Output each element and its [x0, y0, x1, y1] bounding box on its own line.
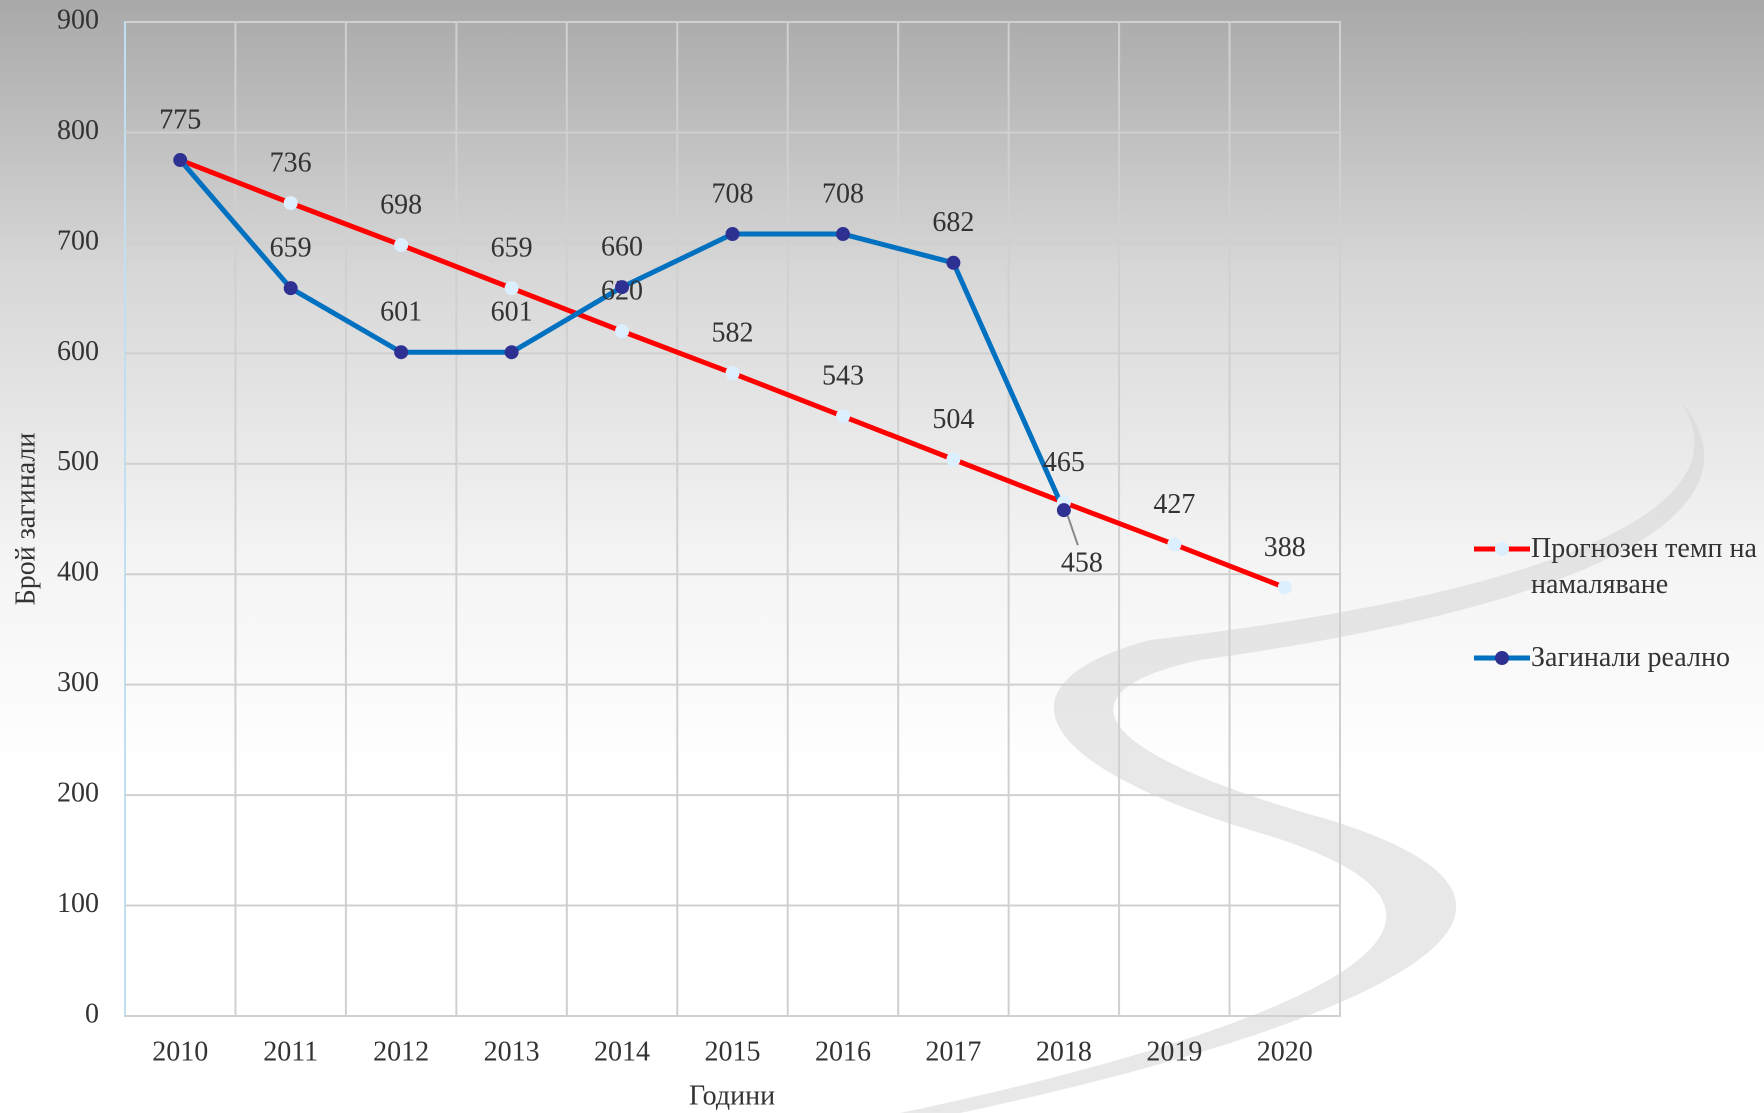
x-axis-title: Години: [689, 1080, 775, 1111]
data-label: 458: [1061, 548, 1103, 579]
data-label: 682: [932, 207, 974, 238]
marker: [1056, 503, 1071, 518]
legend-label: Прогнозен темп на намаляване: [1531, 533, 1757, 600]
marker: [725, 366, 740, 381]
marker: [394, 345, 409, 360]
data-label: 427: [1153, 489, 1195, 520]
x-tick-label: 2014: [594, 1036, 650, 1067]
marker: [283, 281, 298, 296]
y-axis-title: Брой загинали: [10, 433, 41, 606]
x-tick-label: 2011: [263, 1036, 318, 1067]
y-tick-label: 700: [57, 225, 99, 256]
data-label: 659: [270, 233, 312, 264]
data-label: 659: [491, 233, 533, 264]
marker: [1167, 537, 1182, 552]
marker: [725, 227, 740, 242]
x-tick-label: 2015: [705, 1036, 761, 1067]
marker: [835, 409, 850, 424]
data-label: 504: [932, 404, 974, 435]
data-label: 601: [491, 297, 533, 328]
y-tick-label: 100: [57, 888, 99, 919]
marker: [615, 324, 630, 339]
data-label: 708: [822, 178, 864, 209]
data-label: 775: [159, 104, 201, 135]
x-tick-label: 2012: [373, 1036, 429, 1067]
data-label: 543: [822, 361, 864, 392]
leader-line: [1066, 515, 1079, 546]
marker: [615, 280, 630, 295]
data-label: 582: [712, 318, 754, 349]
y-tick-label: 400: [57, 557, 99, 588]
y-tick-label: 200: [57, 778, 99, 809]
marker: [173, 153, 188, 168]
marker: [946, 452, 961, 467]
x-tick-label: 2018: [1036, 1036, 1092, 1067]
x-tick-label: 2010: [152, 1036, 208, 1067]
legend-label: Загинали реално: [1531, 642, 1730, 673]
y-tick-label: 300: [57, 667, 99, 698]
marker: [283, 196, 298, 211]
x-tick-label: 2013: [484, 1036, 540, 1067]
marker: [394, 238, 409, 253]
y-tick-label: 800: [57, 115, 99, 146]
data-label: 601: [380, 297, 422, 328]
legend-marker: [1495, 542, 1509, 556]
data-label: 708: [712, 178, 754, 209]
data-label: 388: [1264, 532, 1306, 563]
data-label: 736: [270, 148, 312, 179]
data-label: 698: [380, 190, 422, 221]
x-tick-label: 2016: [815, 1036, 871, 1067]
data-label: 775: [159, 104, 201, 135]
x-tick-label: 2017: [925, 1036, 981, 1067]
marker: [835, 227, 850, 242]
data-label: 465: [1043, 447, 1085, 478]
x-tick-label: 2020: [1257, 1036, 1313, 1067]
x-tick-label: 2019: [1146, 1036, 1202, 1067]
data-label: 660: [601, 231, 643, 262]
marker: [504, 281, 519, 296]
y-tick-label: 900: [57, 4, 99, 35]
y-tick-label: 600: [57, 336, 99, 367]
y-tick-label: 500: [57, 446, 99, 477]
marker: [1277, 580, 1292, 595]
decoration: [900, 400, 1705, 1113]
marker: [504, 345, 519, 360]
legend-marker: [1495, 651, 1509, 665]
y-tick-label: 0: [85, 998, 99, 1029]
marker: [946, 255, 961, 270]
